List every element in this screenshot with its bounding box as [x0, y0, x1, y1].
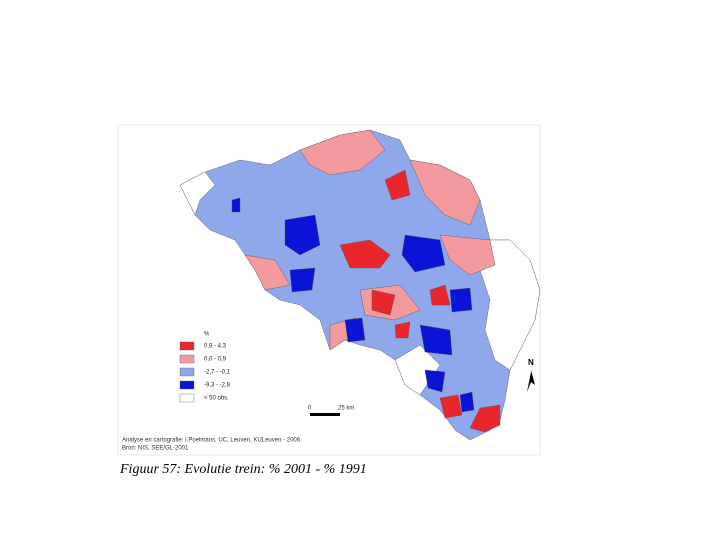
- legend-label: 0,0 - 0,9: [204, 357, 227, 363]
- north-arrow-shape: [527, 370, 535, 392]
- scale-start: 0: [308, 406, 312, 412]
- legend-label: < 50 obs.: [204, 396, 229, 402]
- belgium-map: [179, 129, 541, 441]
- legend: % 0,9 - 4,3 0,0 - 0,9 -2,7 - -0,1 -9,3 - -2…: [179, 332, 231, 403]
- scale-bar-rect: [310, 413, 340, 416]
- legend-swatch: [179, 341, 195, 351]
- legend-swatch: [179, 354, 195, 364]
- north-label: N: [528, 358, 534, 367]
- scale-end: 25 km: [338, 406, 354, 412]
- legend-label: 0,9 - 4,3: [204, 344, 227, 350]
- north-arrow: N: [527, 358, 535, 392]
- credit-line: Bron: NIS, SEE/GL-2001: [122, 446, 189, 452]
- legend-label: -2,7 - -0,1: [204, 370, 231, 376]
- scale-bar: 0 25 km: [308, 406, 354, 416]
- legend-swatch: [179, 393, 195, 403]
- caption: Figuur 57: Evolutie trein: % 2001 - % 19…: [119, 462, 367, 477]
- legend-title: %: [204, 332, 210, 338]
- legend-swatch: [179, 380, 195, 390]
- credit-line: Analyse en cartografie: I.Poelmans, UC, …: [122, 438, 301, 444]
- legend-label: -9,3 - -2,8: [204, 383, 231, 389]
- legend-swatch: [179, 367, 195, 377]
